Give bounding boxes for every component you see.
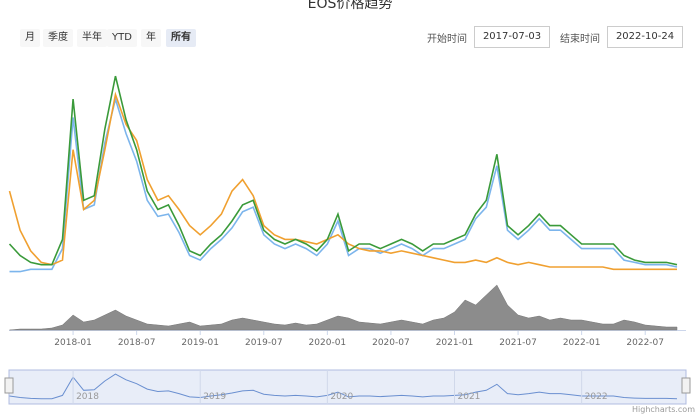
- navigator-line: [9, 373, 678, 400]
- range-button[interactable]: 季度: [43, 29, 73, 47]
- range-button[interactable]: 月: [20, 29, 40, 47]
- range-button[interactable]: 半年: [77, 29, 107, 47]
- navigator-label: 2022: [585, 392, 608, 402]
- x-tick-label: 2022-07: [626, 338, 664, 348]
- credit: Highcharts.com: [632, 405, 695, 414]
- x-tick-label: 2021-07: [499, 338, 537, 348]
- x-tick-label: 2018-07: [118, 338, 156, 348]
- start-label: 开始时间: [427, 34, 467, 45]
- price-line: [8, 75, 678, 266]
- x-tick-label: 2022-01: [563, 338, 601, 348]
- start-date-input[interactable]: 2017-07-03: [474, 26, 550, 48]
- end-date-input[interactable]: 2022-10-24: [607, 26, 683, 48]
- range-button[interactable]: 所有: [166, 29, 196, 47]
- x-tick-label: 2019-01: [181, 338, 219, 348]
- chart-title: EOS价格趋势: [307, 0, 393, 12]
- navigator-handle[interactable]: [681, 377, 691, 394]
- x-tick-label: 2021-01: [436, 338, 474, 348]
- range-button[interactable]: 年: [141, 29, 161, 47]
- navigator-label: 2020: [330, 392, 353, 402]
- price-line: [9, 96, 678, 273]
- x-tick-label: 2020-01: [309, 338, 347, 348]
- x-tick-label: 2019-07: [245, 338, 283, 348]
- volume-area: [9, 284, 678, 331]
- navigator-mask[interactable]: [8, 369, 687, 405]
- navigator-label: 2019: [203, 392, 226, 402]
- price-line: [8, 91, 677, 271]
- navigator-label: 2021: [458, 392, 481, 402]
- navigator-handle[interactable]: [4, 377, 14, 394]
- range-button[interactable]: YTD: [107, 29, 137, 47]
- end-label: 结束时间: [560, 34, 600, 45]
- x-tick-label: 2020-07: [372, 338, 410, 348]
- x-tick-label: 2018-01: [54, 338, 92, 348]
- navigator-label: 2018: [76, 392, 99, 402]
